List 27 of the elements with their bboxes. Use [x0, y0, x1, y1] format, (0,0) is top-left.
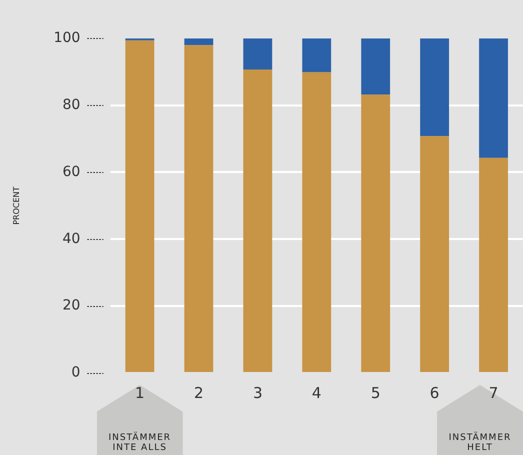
bar — [243, 38, 272, 70]
bar — [184, 45, 214, 372]
x-tick-label: 5 — [370, 384, 380, 402]
x-tick-label: 6 — [430, 384, 440, 402]
x-tick-label: 4 — [312, 384, 322, 402]
bar — [479, 158, 508, 372]
bar — [361, 94, 390, 372]
y-axis-title: PROCENT — [12, 186, 21, 225]
bar — [302, 72, 332, 372]
y-tick-label: 20 — [62, 298, 80, 314]
bar — [420, 136, 450, 372]
x-tick-label: 1 — [135, 384, 145, 402]
bar — [184, 38, 214, 46]
bar — [361, 38, 390, 95]
y-tick-label: 100 — [54, 30, 80, 46]
x-tick-label: 3 — [252, 384, 262, 402]
bar — [243, 70, 272, 372]
x-tick-label: 2 — [194, 384, 204, 402]
y-tick-label: 40 — [62, 230, 80, 247]
y-tick-label: 60 — [62, 164, 80, 180]
y-tick-label: 80 — [62, 96, 80, 113]
bar — [420, 38, 450, 136]
bar — [302, 38, 332, 72]
bar — [479, 38, 508, 158]
x-tick-label: 7 — [488, 384, 498, 402]
y-tick-label: 0 — [71, 364, 80, 381]
bar — [125, 40, 154, 372]
